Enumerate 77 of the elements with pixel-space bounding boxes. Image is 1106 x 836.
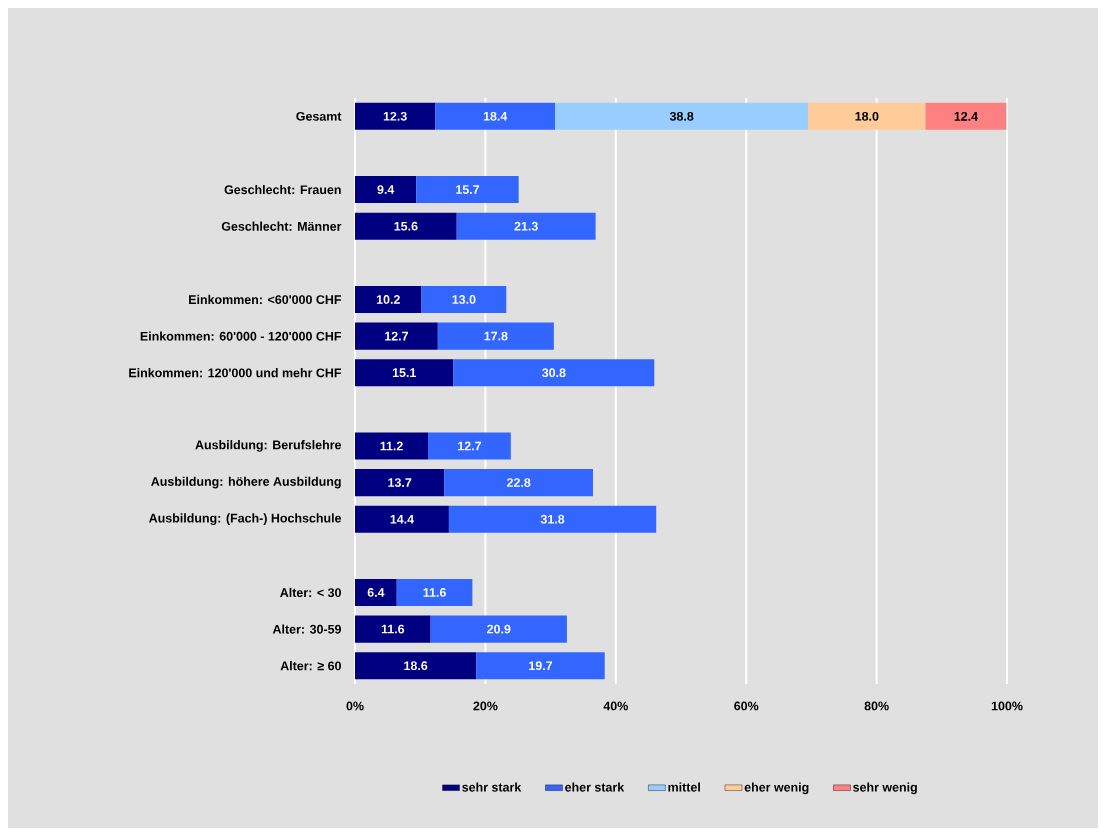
data-label: 10.2 bbox=[376, 295, 400, 304]
bar bbox=[453, 359, 655, 387]
legend-label: sehr stark bbox=[462, 782, 522, 792]
x-tick-label: 80% bbox=[864, 701, 889, 711]
bar bbox=[808, 102, 926, 130]
data-label: 17.8 bbox=[484, 331, 508, 341]
data-label: 21.3 bbox=[514, 221, 538, 231]
legend-label: sehr wenig bbox=[853, 782, 917, 795]
bar bbox=[925, 102, 1007, 130]
y-tick-label: Einkommen: 60'000 - 120'000 CHF bbox=[140, 331, 341, 341]
data-label: 13.0 bbox=[452, 295, 476, 304]
bar bbox=[355, 285, 422, 313]
data-label: 18.0 bbox=[855, 111, 879, 121]
data-label: 18.4 bbox=[483, 111, 508, 121]
x-tick-label: 0% bbox=[346, 701, 364, 711]
data-label: 31.8 bbox=[540, 514, 565, 524]
data-label: 18.6 bbox=[404, 661, 428, 671]
x-tick-label: 40% bbox=[603, 701, 628, 711]
bar bbox=[416, 176, 519, 204]
y-tick-label: Ausbildung: (Fach-) Hochschule bbox=[149, 513, 342, 526]
data-label: 19.7 bbox=[529, 661, 553, 671]
y-tick-label: Geschlecht: Männer bbox=[221, 221, 342, 231]
data-label: 9.4 bbox=[377, 185, 395, 194]
x-tick-label: 60% bbox=[734, 701, 759, 711]
data-label: 15.7 bbox=[456, 185, 480, 194]
data-label: 14.4 bbox=[390, 514, 414, 524]
data-label: 38.8 bbox=[669, 111, 694, 121]
bar bbox=[448, 505, 657, 533]
bar bbox=[355, 615, 431, 643]
bar bbox=[355, 469, 445, 497]
legend-label: eher stark bbox=[565, 782, 625, 792]
y-tick-label: Einkommen: <60'000 CHF bbox=[189, 294, 342, 305]
x-tick-label: 20% bbox=[473, 701, 498, 711]
data-label: 11.6 bbox=[381, 624, 405, 634]
legend-label: mittel bbox=[668, 782, 700, 792]
data-label: 11.2 bbox=[380, 441, 403, 451]
x-tick-label: 100% bbox=[991, 701, 1023, 711]
y-tick-label: Geschlecht: Frauen bbox=[224, 184, 341, 195]
data-label: 12.7 bbox=[458, 441, 481, 451]
y-tick-label: Alter: < 30 bbox=[280, 587, 341, 598]
data-label: 22.8 bbox=[506, 478, 531, 487]
bar bbox=[355, 176, 417, 204]
y-tick-label: Ausbildung: Berufslehre bbox=[195, 440, 342, 452]
data-label: 30.8 bbox=[542, 368, 566, 378]
y-tick-label: Einkommen: 120'000 und mehr CHF bbox=[129, 368, 342, 378]
bar bbox=[476, 652, 605, 680]
data-label: 11.6 bbox=[423, 588, 446, 597]
bar bbox=[430, 615, 567, 643]
data-label: 12.3 bbox=[383, 111, 407, 121]
y-tick-label: Alter: ≥ 60 bbox=[280, 661, 341, 671]
bar bbox=[555, 102, 809, 130]
y-tick-label: Gesamt bbox=[296, 111, 342, 121]
y-tick-label: Ausbildung: höhere Ausbildung bbox=[151, 476, 341, 489]
data-label: 15.6 bbox=[394, 221, 418, 231]
bar bbox=[435, 102, 556, 130]
bar bbox=[355, 102, 436, 130]
data-label: 13.7 bbox=[388, 478, 412, 487]
bar bbox=[444, 469, 593, 497]
bar bbox=[355, 578, 397, 606]
bar bbox=[355, 432, 429, 460]
bar bbox=[355, 322, 438, 350]
bar bbox=[428, 432, 511, 460]
bar bbox=[355, 359, 454, 387]
bar bbox=[396, 578, 473, 606]
bar bbox=[355, 652, 477, 680]
data-label: 20.9 bbox=[487, 624, 511, 634]
bar bbox=[456, 212, 596, 240]
data-label: 6.4 bbox=[367, 588, 385, 597]
bar bbox=[421, 285, 507, 313]
bar bbox=[437, 322, 554, 350]
legend-label: eher wenig bbox=[744, 782, 809, 795]
bar bbox=[355, 505, 449, 533]
bar bbox=[355, 212, 457, 240]
data-label: 15.1 bbox=[392, 368, 416, 378]
data-label: 12.4 bbox=[954, 111, 978, 121]
y-tick-label: Alter: 30-59 bbox=[272, 624, 342, 634]
data-label: 12.7 bbox=[385, 331, 408, 341]
